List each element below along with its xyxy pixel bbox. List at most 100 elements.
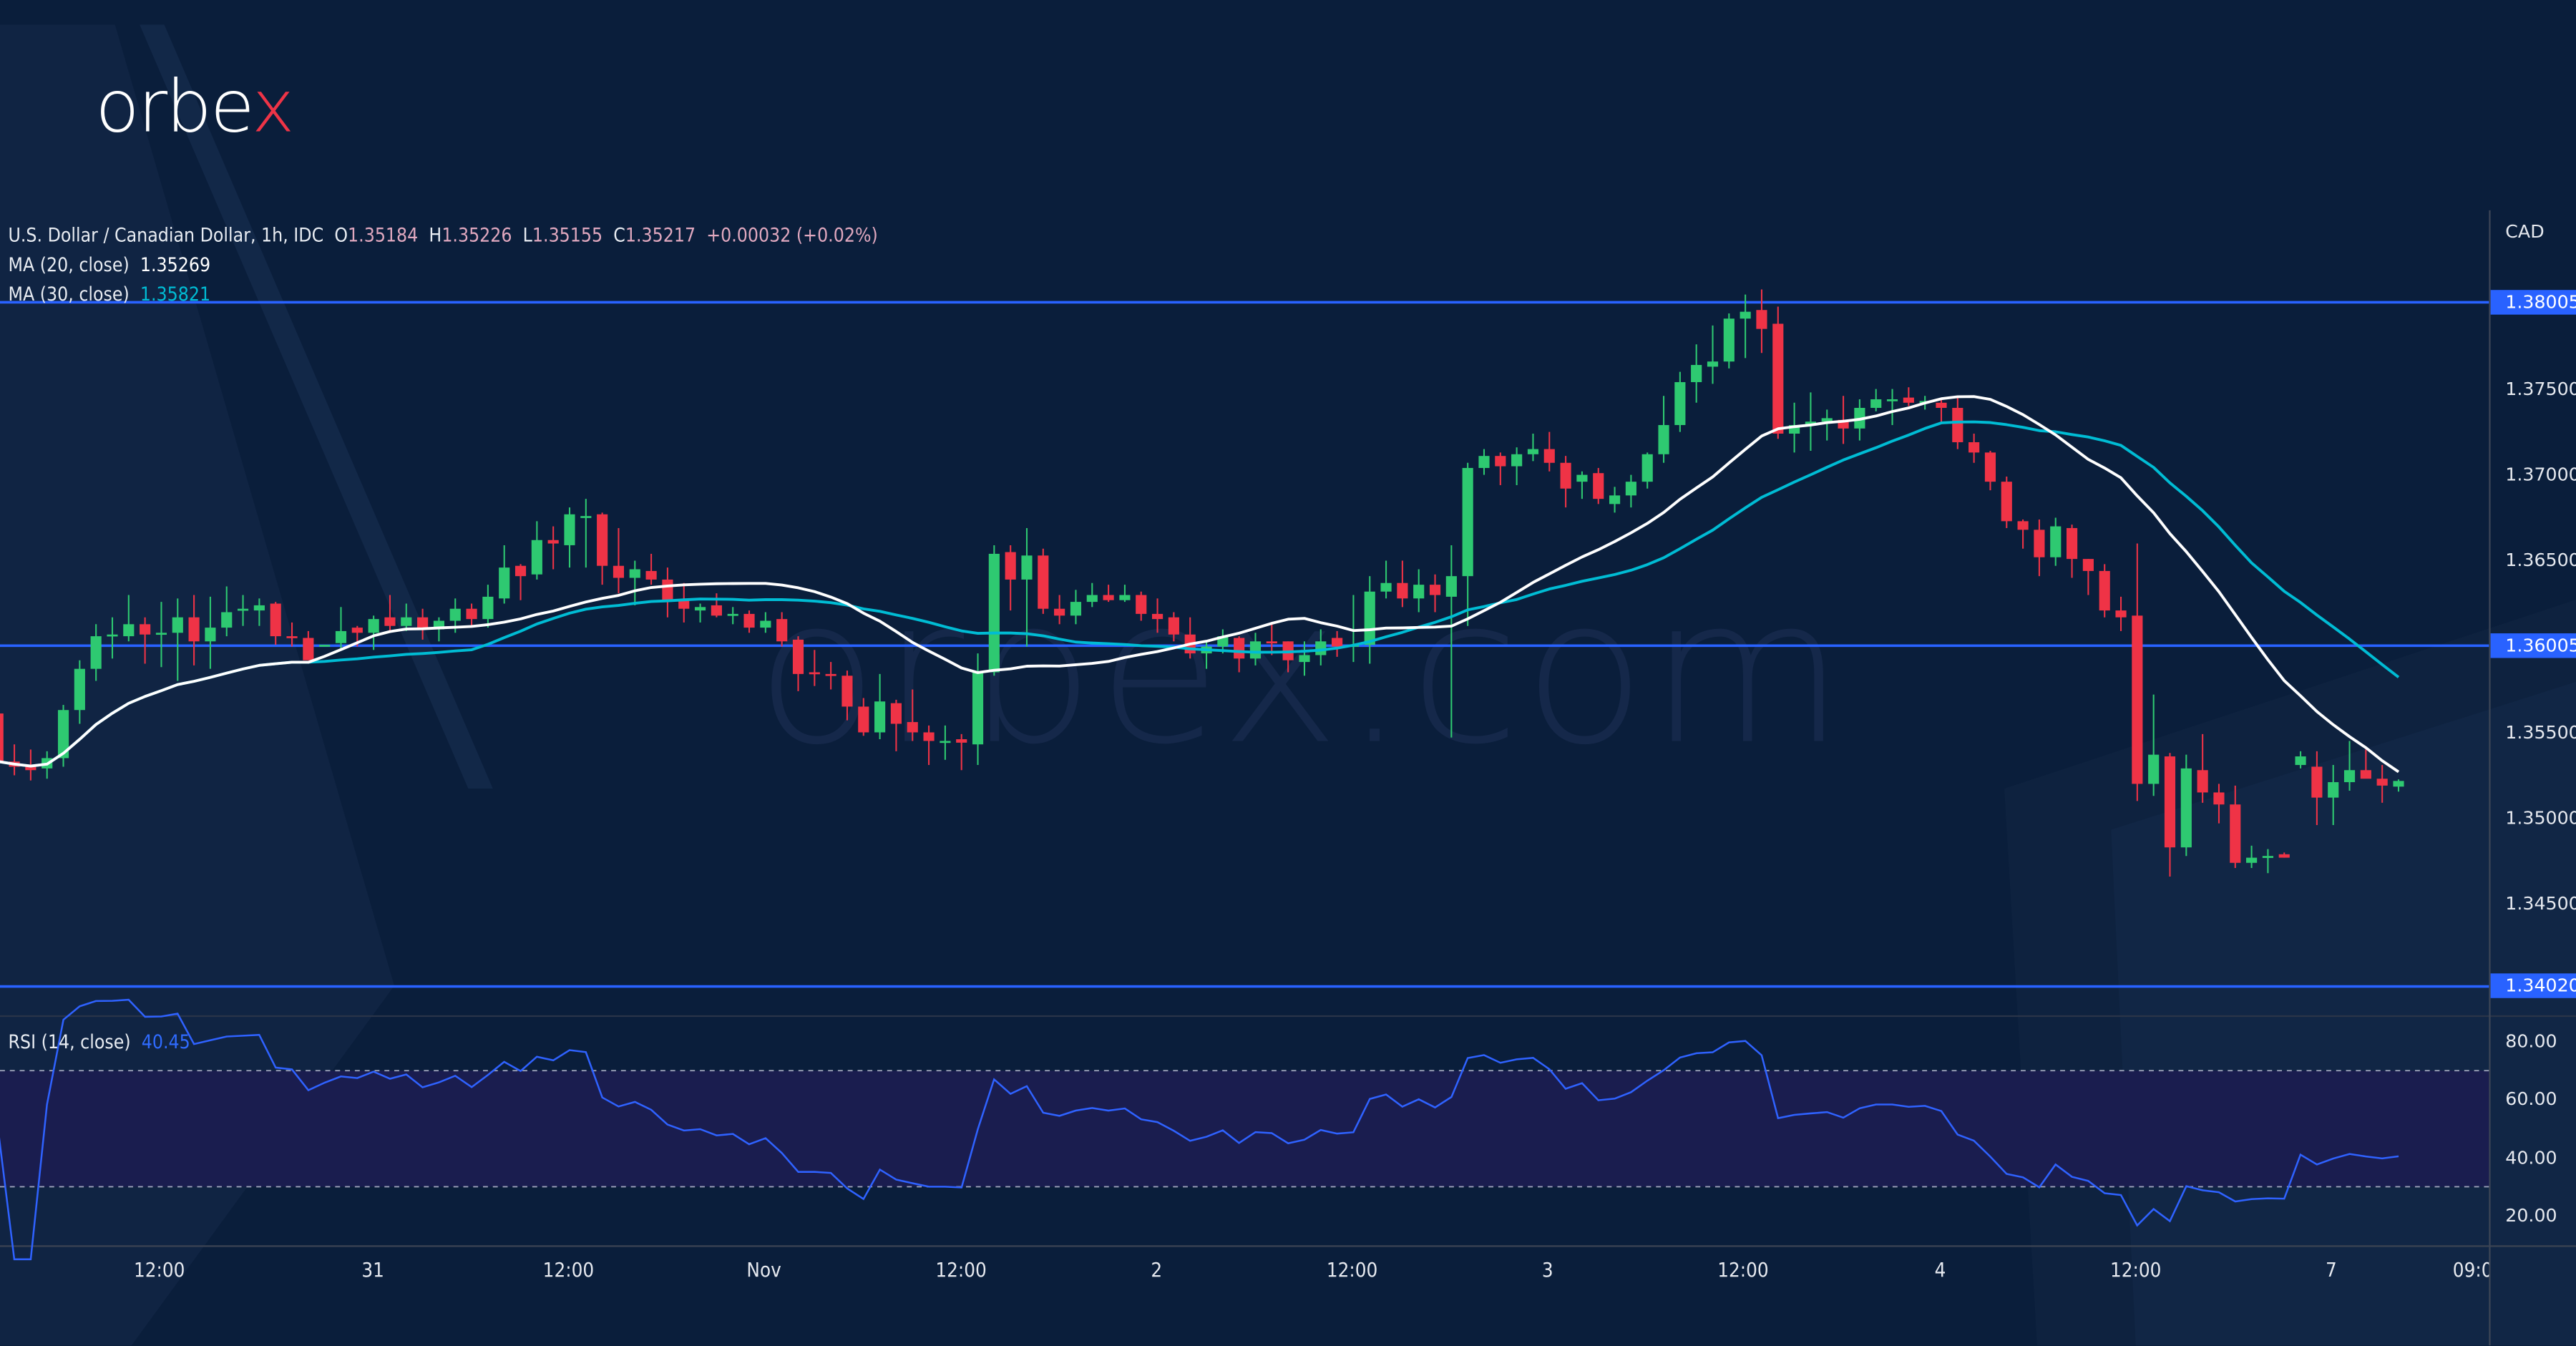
candle-up [2343,770,2356,783]
time-tick-12:00: 12:00 [1326,1258,1378,1282]
rsi-band [0,1071,2489,1187]
candle-down [711,605,722,616]
candle-down [645,570,657,580]
rsi-tick-80.00: 80.00 [2505,1030,2557,1053]
low-value: 1.35155 [532,223,603,247]
candle-down [1429,585,1441,595]
candle-down [841,676,853,707]
rsi-legend[interactable]: RSI (14, close) 40.45 [8,1030,190,1053]
candle-up [2148,754,2160,784]
candle-up [727,613,738,616]
candle-up [90,636,102,669]
candle-down [2311,766,2323,798]
candle-down [662,579,673,600]
ma30-legend[interactable]: MA (30, close) 1.35821 [8,283,210,306]
price-tick-1.37500: 1.37500 [2505,378,2576,400]
candle-down [2230,804,2241,863]
candle-up [1691,365,1702,383]
candle-down [1038,555,1049,609]
candle-down [825,673,836,676]
candle-down [1005,552,1016,580]
rsi-tick-40.00: 40.00 [2505,1146,2557,1169]
candle-down [1332,638,1343,647]
ma20-label: MA (20, close) [8,253,130,276]
candle-down [1054,608,1065,616]
candle-down [1952,408,1963,442]
candle-down [1968,442,1980,453]
candle-down [1266,641,1277,644]
candle-up [1740,311,1751,319]
candle-down [1772,323,1784,434]
candle-up [253,605,265,611]
candle-down [1756,310,1767,329]
candle-up [1789,424,1800,434]
candle-up [940,741,951,743]
high-value: 1.35226 [441,223,512,247]
candle-up [1674,382,1686,425]
candle-down [1495,456,1506,467]
candle-down [956,739,967,743]
level-label-1.38005: 1.38005 [2490,290,2576,315]
candle-up [1641,454,1653,482]
candle-down [890,703,902,724]
candle-down [1234,638,1245,659]
candle-down [384,617,396,626]
time-tick-09:00: 09:00 [2452,1258,2489,1282]
logo-text: orbe [95,65,253,150]
candle-up [2262,856,2274,858]
candle-up [368,619,379,633]
candle-up [335,630,347,643]
candle-down [1103,595,1114,600]
candle-up [499,567,510,599]
time-tick-4: 4 [1934,1258,1946,1282]
candle-up [1462,467,1473,577]
close-label: C [613,223,625,247]
candle-up [1723,318,1735,362]
candle-down [613,565,625,578]
candle-up [1886,399,1898,401]
candle-down [2164,756,2176,848]
candle-up [433,620,445,630]
candle-down [1543,449,1555,463]
candle-up [580,516,592,518]
ma20-legend[interactable]: MA (20, close) 1.35269 [8,253,210,276]
candle-up [123,624,135,637]
candle-down [547,540,559,544]
candle-up [155,633,167,635]
time-tick-12:00: 12:00 [935,1258,987,1282]
change-value: +0.00032 (+0.02%) [706,223,878,247]
candle-down [466,608,477,620]
symbol-title: U.S. Dollar / Canadian Dollar, 1h, IDC [8,223,324,247]
candle-up [1070,602,1082,616]
candle-up [1413,585,1425,599]
candle-up [1021,555,1033,580]
time-tick-12:00: 12:00 [2109,1258,2162,1282]
candle-up [1478,456,1490,468]
candle-up [1511,454,1523,467]
candle-down [2017,521,2029,530]
candle-up [482,596,494,620]
candle-down [792,639,804,674]
candle-up [1086,595,1098,603]
candle-up [1527,449,1539,454]
candle-up [1870,399,1882,409]
candle-up [564,514,575,545]
level-label-1.36005: 1.36005 [2490,633,2576,658]
currency-label: CAD [2505,220,2545,243]
time-tick-2: 2 [1151,1258,1163,1282]
price-tick-1.34500: 1.34500 [2505,893,2576,915]
candle-down [417,617,429,630]
candle-down [1168,617,1179,635]
candle-up [1625,482,1636,496]
level-label-1.34020: 1.34020 [2490,974,2576,999]
candle-down [140,624,151,635]
candle-down [1936,402,1947,409]
candle-up [1805,421,1817,425]
candle-down [2082,559,2094,571]
candle-down [0,713,4,762]
candle-down [1593,473,1604,499]
time-tick-3: 3 [1541,1258,1553,1282]
candle-down [351,628,363,633]
